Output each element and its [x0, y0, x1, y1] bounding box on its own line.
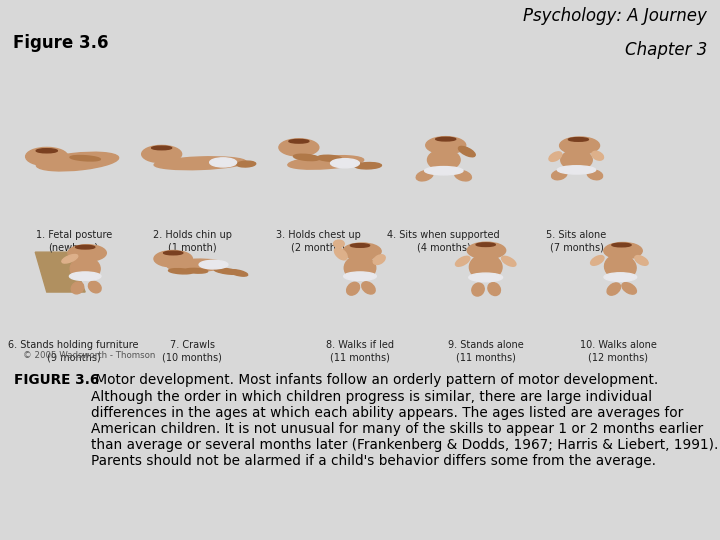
Ellipse shape: [472, 283, 485, 296]
Ellipse shape: [373, 255, 385, 265]
Text: 7. Crawls
(10 months): 7. Crawls (10 months): [163, 340, 222, 363]
Ellipse shape: [361, 282, 375, 294]
Ellipse shape: [294, 154, 320, 160]
Ellipse shape: [62, 254, 78, 263]
Text: FIGURE 3.6: FIGURE 3.6: [14, 374, 99, 387]
Ellipse shape: [36, 148, 58, 153]
Ellipse shape: [199, 260, 228, 269]
Ellipse shape: [152, 146, 171, 150]
Ellipse shape: [469, 254, 502, 280]
Ellipse shape: [70, 257, 100, 280]
Ellipse shape: [454, 171, 472, 181]
Ellipse shape: [557, 166, 595, 174]
Ellipse shape: [168, 259, 225, 272]
Ellipse shape: [607, 283, 621, 295]
Ellipse shape: [210, 158, 237, 167]
Ellipse shape: [590, 255, 604, 265]
Ellipse shape: [229, 269, 248, 276]
Ellipse shape: [425, 166, 463, 175]
Ellipse shape: [552, 170, 567, 180]
Ellipse shape: [502, 256, 516, 266]
Circle shape: [26, 147, 68, 166]
Text: Motor development. Most infants follow an orderly pattern of motor development. : Motor development. Most infants follow a…: [91, 374, 719, 468]
Ellipse shape: [351, 244, 369, 247]
Ellipse shape: [237, 161, 256, 167]
Ellipse shape: [635, 255, 648, 265]
Circle shape: [343, 243, 381, 260]
Ellipse shape: [568, 138, 588, 141]
Text: 4. Sits when supported
(4 months): 4. Sits when supported (4 months): [387, 230, 500, 252]
Ellipse shape: [168, 268, 193, 274]
Text: © 2005 Wadsworth - Thomson: © 2005 Wadsworth - Thomson: [23, 350, 156, 360]
Ellipse shape: [604, 273, 636, 281]
Ellipse shape: [346, 282, 359, 295]
Ellipse shape: [488, 282, 500, 295]
Text: 6. Stands holding furniture
(9 months): 6. Stands holding furniture (9 months): [9, 340, 139, 363]
Circle shape: [68, 245, 107, 261]
Text: Figure 3.6: Figure 3.6: [13, 34, 109, 52]
Ellipse shape: [70, 156, 100, 161]
Ellipse shape: [163, 251, 183, 255]
Ellipse shape: [289, 139, 309, 143]
Circle shape: [426, 137, 466, 154]
Text: 1. Fetal posture
(newborn): 1. Fetal posture (newborn): [35, 230, 112, 252]
Ellipse shape: [605, 254, 636, 280]
Ellipse shape: [428, 150, 460, 170]
Ellipse shape: [333, 240, 344, 247]
Ellipse shape: [89, 281, 101, 293]
Circle shape: [604, 242, 642, 259]
Text: 2. Holds chin up
(1 month): 2. Holds chin up (1 month): [153, 230, 232, 252]
Ellipse shape: [456, 256, 470, 266]
Ellipse shape: [588, 170, 603, 180]
Ellipse shape: [76, 245, 95, 249]
Ellipse shape: [344, 255, 376, 280]
Ellipse shape: [549, 152, 562, 161]
Text: Chapter 3: Chapter 3: [625, 40, 707, 59]
Text: 5. Sits alone
(7 months): 5. Sits alone (7 months): [546, 230, 607, 252]
Ellipse shape: [71, 282, 84, 294]
Ellipse shape: [436, 137, 456, 141]
Text: 10. Walks alone
(12 months): 10. Walks alone (12 months): [580, 340, 657, 363]
Text: 8. Walks if led
(11 months): 8. Walks if led (11 months): [326, 340, 394, 363]
Text: Psychology: A Journey: Psychology: A Journey: [523, 7, 707, 25]
Ellipse shape: [318, 155, 342, 161]
Ellipse shape: [330, 159, 359, 168]
Circle shape: [467, 242, 505, 259]
Ellipse shape: [469, 273, 503, 282]
Ellipse shape: [69, 272, 101, 281]
Ellipse shape: [154, 157, 246, 170]
Ellipse shape: [592, 151, 603, 160]
Ellipse shape: [416, 171, 433, 181]
Ellipse shape: [343, 272, 377, 281]
Text: 9. Stands alone
(11 months): 9. Stands alone (11 months): [448, 340, 523, 363]
Circle shape: [154, 251, 192, 267]
Ellipse shape: [185, 268, 207, 273]
Circle shape: [559, 137, 600, 154]
Text: 3. Holds chest up
(2 months): 3. Holds chest up (2 months): [276, 230, 361, 252]
Ellipse shape: [355, 163, 382, 169]
Ellipse shape: [214, 268, 240, 274]
Ellipse shape: [561, 150, 593, 170]
Ellipse shape: [334, 248, 347, 260]
Ellipse shape: [37, 152, 119, 171]
Polygon shape: [35, 252, 85, 292]
Ellipse shape: [288, 156, 364, 169]
Ellipse shape: [622, 282, 636, 294]
Ellipse shape: [459, 146, 475, 157]
Circle shape: [142, 145, 181, 163]
Ellipse shape: [476, 243, 495, 246]
Ellipse shape: [612, 243, 631, 247]
Circle shape: [279, 139, 319, 156]
